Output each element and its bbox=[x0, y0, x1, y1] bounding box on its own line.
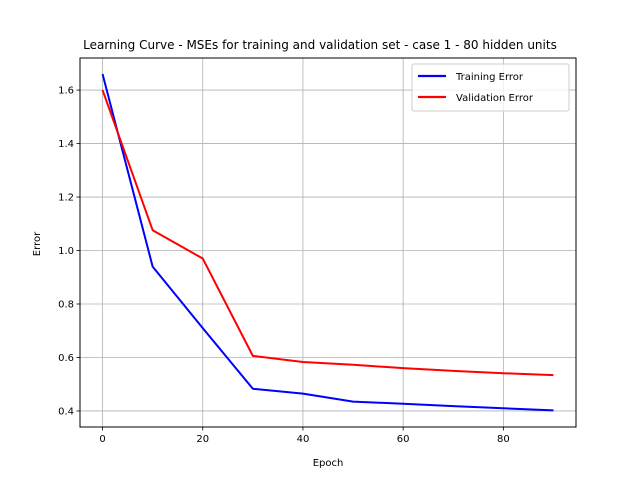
legend-box bbox=[411, 63, 570, 112]
y-tick-label: 0.6 bbox=[58, 353, 74, 364]
y-tick-label: 1.2 bbox=[58, 193, 74, 204]
series-line-training-error bbox=[101, 73, 554, 412]
x-axis-label: Epoch bbox=[313, 458, 344, 469]
legend-label-training-error: Training Error bbox=[455, 72, 524, 83]
y-tick-label: 0.4 bbox=[58, 406, 74, 417]
chart-title: Learning Curve - MSEs for training and v… bbox=[83, 38, 557, 52]
x-tick-label: 60 bbox=[397, 434, 410, 445]
y-tick-label: 1.6 bbox=[58, 86, 74, 97]
grid-lines bbox=[80, 58, 576, 427]
axis-ticks: 0 20 40 60 80 0.4 0.6 0.8 1.0 1.2 1.4 1.6 bbox=[58, 86, 510, 445]
x-tick-label: 80 bbox=[497, 434, 510, 445]
series-lines bbox=[101, 73, 554, 412]
y-axis-label: Error bbox=[32, 231, 43, 256]
y-tick-label: 0.8 bbox=[58, 300, 74, 311]
y-tick-label: 1.0 bbox=[58, 246, 74, 257]
y-tick-label: 1.4 bbox=[58, 139, 74, 150]
x-tick-label: 0 bbox=[99, 434, 105, 445]
series-line-validation-error bbox=[101, 89, 554, 377]
plot-frame bbox=[79, 57, 577, 428]
legend-label-validation-error: Validation Error bbox=[456, 93, 534, 104]
x-tick-label: 40 bbox=[297, 434, 310, 445]
legend: Training Error Validation Error bbox=[411, 63, 570, 112]
x-tick-label: 20 bbox=[196, 434, 209, 445]
